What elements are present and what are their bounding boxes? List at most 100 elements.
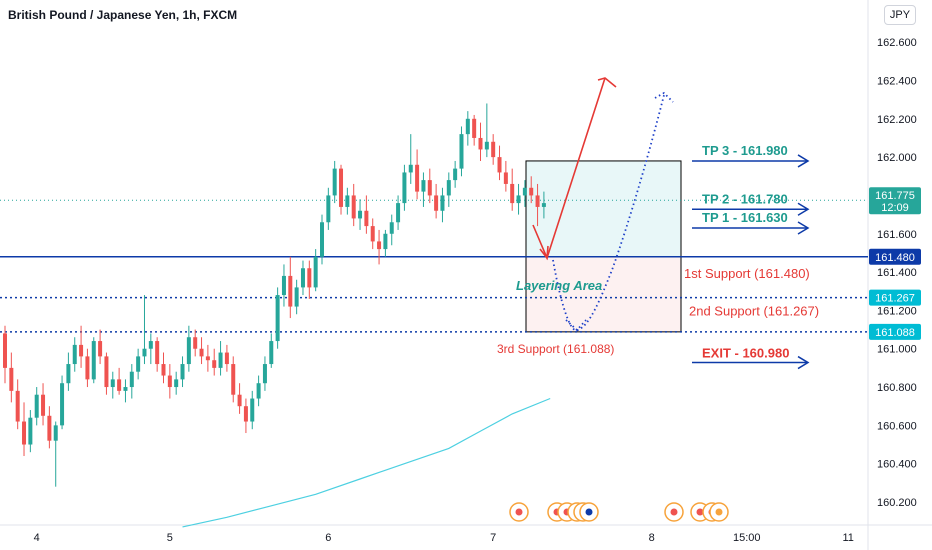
projection-blue-path xyxy=(552,94,665,332)
tp1-arrow-arrowhead xyxy=(797,221,810,235)
candle-body xyxy=(60,383,65,426)
candle-body xyxy=(174,379,179,388)
candle-body xyxy=(427,180,432,196)
level-price-tag-label: 161.088 xyxy=(875,327,915,339)
candle-body xyxy=(136,356,141,372)
level-price-tag-label: 161.267 xyxy=(875,293,915,305)
candle-body xyxy=(212,360,217,368)
candle-body xyxy=(79,344,84,357)
candle-body xyxy=(155,341,160,365)
candle-body xyxy=(250,398,255,422)
candle-body xyxy=(402,172,407,204)
candle-body xyxy=(478,137,483,150)
candle-body xyxy=(459,134,464,169)
candle-body xyxy=(269,341,274,365)
support2-label: 2nd Support (161.267) xyxy=(689,304,819,319)
level-price-tag xyxy=(869,248,921,265)
candle-body xyxy=(53,425,58,441)
candle-body xyxy=(66,364,71,384)
profit-zone xyxy=(525,160,682,258)
candle-body xyxy=(535,195,540,207)
x-tick-label: 8 xyxy=(649,532,655,544)
candle-body xyxy=(117,379,122,391)
candle-body xyxy=(91,341,96,380)
candle-body xyxy=(129,371,134,388)
candle-body xyxy=(148,341,153,349)
candle-body xyxy=(446,180,451,196)
projection-red-arrowhead-1 xyxy=(539,245,549,261)
support3-label: 3rd Support (161.088) xyxy=(497,342,614,356)
y-tick-label: 161.000 xyxy=(877,344,917,356)
candle-body xyxy=(307,268,312,288)
chart-title: British Pound / Japanese Yen, 1h, FXCM xyxy=(8,8,238,22)
tp3-arrow-arrowhead xyxy=(797,154,810,168)
candle-body xyxy=(85,356,90,380)
candle-body xyxy=(224,352,229,365)
candle-body xyxy=(408,164,413,173)
candle-body xyxy=(484,141,489,150)
candle-body xyxy=(320,222,324,257)
candle-body xyxy=(243,406,248,422)
candle-body xyxy=(72,344,77,365)
candle-body xyxy=(199,348,204,357)
candle-body xyxy=(434,195,439,211)
candle-body xyxy=(110,379,115,388)
event-marker-dot xyxy=(715,508,723,516)
y-tick-label: 161.400 xyxy=(877,267,917,279)
candle-body xyxy=(383,233,388,250)
candle-body xyxy=(205,356,210,361)
level-price-tag xyxy=(869,289,921,306)
candle-body xyxy=(288,275,293,307)
candle-body xyxy=(364,210,369,227)
candle-body xyxy=(180,364,185,380)
countdown-label: 12:09 xyxy=(881,202,909,214)
candle-body xyxy=(522,187,527,196)
currency-button[interactable]: JPY xyxy=(884,5,916,25)
level-price-tag-label: 161.480 xyxy=(875,252,915,264)
x-tick-label: 6 xyxy=(325,532,331,544)
candle-body xyxy=(491,141,496,158)
y-tick-label: 160.800 xyxy=(877,382,917,394)
candle-body xyxy=(142,348,147,357)
candle-body xyxy=(300,268,305,288)
tp2-label: TP 2 - 161.780 xyxy=(702,191,788,206)
event-marker-dot xyxy=(515,508,523,516)
candle-body xyxy=(345,195,350,207)
projection-blue-arrowhead-2 xyxy=(654,91,674,103)
candle-body xyxy=(421,180,426,192)
y-tick-label: 160.200 xyxy=(877,497,917,509)
y-tick-label: 162.600 xyxy=(877,37,917,49)
candle-body xyxy=(453,168,458,181)
candle-body xyxy=(358,210,363,219)
level-price-tag xyxy=(869,323,921,340)
candle-body xyxy=(22,421,27,445)
exit-arrow-arrowhead xyxy=(797,355,810,370)
candle-body xyxy=(510,183,515,204)
event-marker-dot xyxy=(670,508,678,516)
event-marker-dot xyxy=(696,508,704,516)
candle-body xyxy=(294,287,299,307)
projection-red-arrowhead-2 xyxy=(597,77,617,88)
y-tick-label: 160.600 xyxy=(877,420,917,432)
candle-body xyxy=(275,295,280,342)
current-price-tag xyxy=(869,187,921,215)
candle-body xyxy=(516,195,521,204)
candle-body xyxy=(396,203,401,223)
candle-body xyxy=(465,118,470,135)
candle-body xyxy=(370,226,375,242)
tp3-label: TP 3 - 161.980 xyxy=(702,143,788,158)
x-tick-label: 7 xyxy=(490,532,496,544)
candle-body xyxy=(389,222,394,234)
candle-body xyxy=(440,195,445,211)
candle-body xyxy=(332,168,337,196)
candle-body xyxy=(237,394,242,407)
candle-body xyxy=(98,341,103,357)
candle-body xyxy=(167,375,172,388)
tp1-label: TP 1 - 161.630 xyxy=(702,210,788,225)
candle-body xyxy=(415,164,420,192)
candle-body xyxy=(41,394,46,416)
x-tick-label: 15:00 xyxy=(733,532,761,544)
candle-body xyxy=(231,364,236,395)
y-tick-label: 162.400 xyxy=(877,75,917,87)
